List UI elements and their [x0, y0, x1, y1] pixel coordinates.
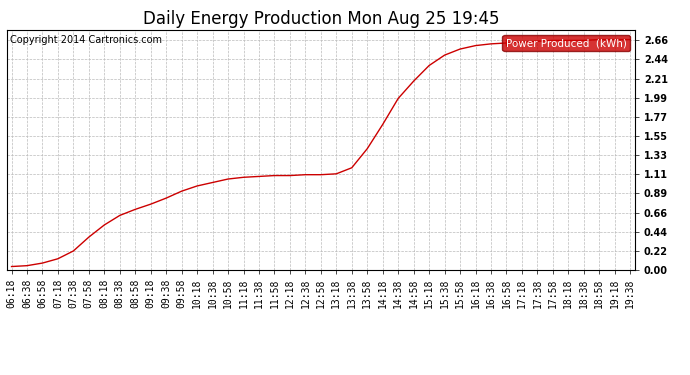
Text: Copyright 2014 Cartronics.com: Copyright 2014 Cartronics.com — [10, 35, 162, 45]
Title: Daily Energy Production Mon Aug 25 19:45: Daily Energy Production Mon Aug 25 19:45 — [143, 10, 499, 28]
Legend: Power Produced  (kWh): Power Produced (kWh) — [502, 35, 629, 51]
